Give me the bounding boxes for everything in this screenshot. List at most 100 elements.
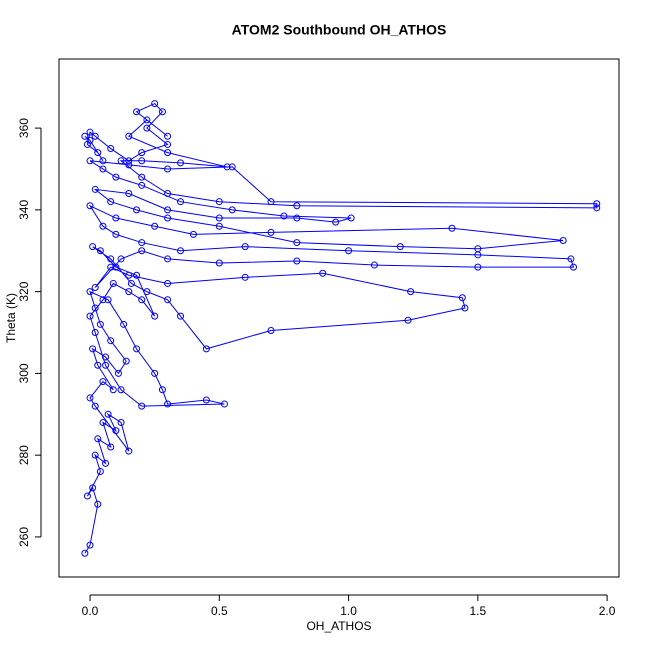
data-point	[91, 185, 99, 193]
data-point	[138, 402, 146, 410]
x-tick-label: 1.5	[469, 604, 486, 618]
x-tick-label: 0.5	[211, 604, 228, 618]
data-point	[461, 304, 469, 312]
data-point	[158, 108, 166, 116]
data-point	[81, 549, 89, 557]
data-point	[94, 149, 102, 157]
data-point	[94, 361, 102, 369]
data-point	[89, 484, 97, 492]
y-tick-label: 340	[17, 200, 31, 220]
data-point	[164, 132, 172, 140]
data-point	[151, 222, 159, 230]
data-point	[138, 239, 146, 247]
data-point	[347, 214, 355, 222]
data-point	[107, 198, 115, 206]
data-point	[133, 345, 141, 353]
data-point	[177, 247, 185, 255]
data-point	[112, 230, 120, 238]
data-point	[94, 435, 102, 443]
data-point	[138, 173, 146, 181]
data-point	[91, 284, 99, 292]
x-tick-label: 1.0	[340, 604, 357, 618]
data-point	[91, 402, 99, 410]
data-point	[96, 468, 104, 476]
data-point	[125, 288, 133, 296]
data-point	[345, 247, 353, 255]
data-point	[102, 361, 110, 369]
data-point	[83, 492, 91, 500]
data-point	[133, 206, 141, 214]
data-point	[332, 218, 340, 226]
data-point	[293, 239, 301, 247]
data-point	[164, 165, 172, 173]
data-point	[164, 296, 172, 304]
data-point	[164, 206, 172, 214]
data-point	[164, 149, 172, 157]
y-tick-label: 320	[17, 281, 31, 301]
data-point	[133, 271, 141, 279]
data-point	[407, 288, 415, 296]
data-point	[164, 140, 172, 148]
data-point	[293, 202, 301, 210]
data-point	[99, 378, 107, 386]
data-point	[112, 173, 120, 181]
data-point	[448, 224, 456, 232]
data-point	[158, 386, 166, 394]
data-point	[102, 459, 110, 467]
data-point	[91, 304, 99, 312]
data-point	[86, 394, 94, 402]
data-point	[143, 124, 151, 132]
data-point	[91, 132, 99, 140]
y-tick-label: 360	[17, 118, 31, 138]
data-point	[117, 157, 125, 165]
x-tick-label: 0.0	[82, 604, 99, 618]
data-point	[112, 427, 120, 435]
data-point	[215, 222, 223, 230]
data-point	[164, 255, 172, 263]
data-point	[99, 222, 107, 230]
data-point	[228, 206, 236, 214]
data-point	[122, 357, 130, 365]
data-point	[99, 418, 107, 426]
data-point	[177, 198, 185, 206]
data-point	[91, 329, 99, 337]
data-point	[96, 247, 104, 255]
data-point	[319, 269, 327, 277]
data-point	[86, 288, 94, 296]
data-point	[138, 149, 146, 157]
data-point	[164, 279, 172, 287]
data-point	[117, 418, 125, 426]
data-point	[143, 288, 151, 296]
data-point	[86, 157, 94, 165]
data-point	[151, 100, 159, 108]
data-point	[138, 157, 146, 165]
data-point	[241, 243, 249, 251]
data-point	[125, 161, 133, 169]
data-point	[177, 159, 185, 167]
data-point	[474, 263, 482, 271]
data-point	[223, 163, 231, 171]
data-point	[215, 259, 223, 267]
data-point	[127, 279, 135, 287]
data-point	[112, 214, 120, 222]
data-point	[125, 271, 133, 279]
data-point	[293, 257, 301, 265]
x-axis-label: OH_ATHOS	[306, 619, 371, 633]
data-point	[102, 353, 110, 361]
data-point	[89, 243, 97, 251]
data-point	[81, 132, 89, 140]
data-point	[370, 261, 378, 269]
data-point	[107, 263, 115, 271]
data-point	[86, 541, 94, 549]
data-point	[138, 181, 146, 189]
data-point	[86, 202, 94, 210]
data-point	[107, 337, 115, 345]
data-point	[138, 247, 146, 255]
data-point	[133, 108, 141, 116]
data-point	[94, 500, 102, 508]
series-line	[84, 102, 598, 554]
plot-frame	[58, 58, 620, 578]
data-point	[138, 296, 146, 304]
data-point	[89, 345, 97, 353]
y-axis-label: Theta (K)	[4, 293, 18, 343]
